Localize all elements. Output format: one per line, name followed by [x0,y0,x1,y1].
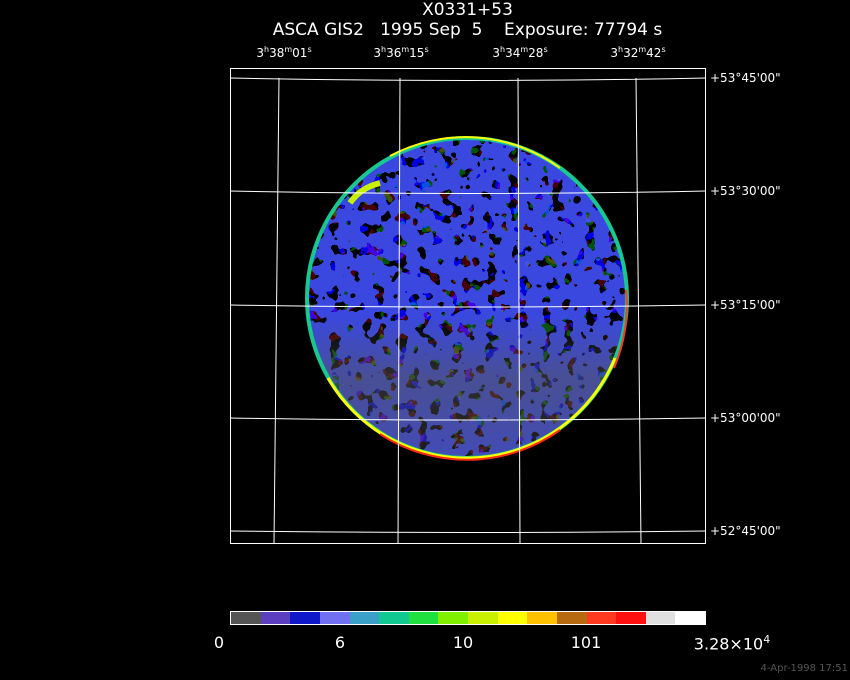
colorbar [230,611,706,625]
colorbar-swatch [497,612,528,624]
colorbar-swatch [527,612,557,624]
bright-patch [347,180,381,205]
rim-bright-arc [326,357,617,460]
ra-tick-label: 3h36m15s [373,45,429,60]
field-of-view [306,137,628,459]
rim-hot-arc [379,429,561,461]
xray-image [230,77,706,544]
colorbar-swatch [586,612,617,624]
colorbar-label: 6 [334,633,346,652]
colorbar-label-min: 0 [213,633,225,652]
dec-tick-label: +53°15'00" [710,298,781,312]
colorbar-swatch [616,612,646,624]
colorbar-swatch [438,612,468,624]
dec-tick-label: +53°45'00" [710,71,781,85]
colorbar-swatch [319,612,350,624]
image-title: X0331+53 [422,0,513,20]
ra-tick-label: 3h38m01s [256,45,312,60]
colorbar-swatch [379,612,409,624]
rim-bright-arc-top [389,136,561,169]
timestamp: 4-Apr-1998 17:51 [760,663,848,674]
image-frame [230,68,706,544]
colorbar-swatch [290,612,320,624]
rim-hot-arc-right [613,289,628,369]
colorbar-label: 101 [570,633,602,652]
image-subtitle: ASCA GIS2 1995 Sep 5 Exposure: 77794 s [272,20,663,40]
colorbar-swatch [675,612,705,624]
colorbar-label-max: 3.28×104 [693,633,771,654]
colorbar-swatch [231,612,261,624]
ra-tick-label: 3h32m42s [610,45,666,60]
colorbar-swatch [468,612,498,624]
colorbar-swatch [349,612,380,624]
colorbar-label: 10 [452,633,474,652]
dec-tick-label: +52°45'00" [710,524,781,538]
ra-tick-label: 3h34m28s [492,45,548,60]
dec-tick-label: +53°00'00" [710,411,781,425]
dec-tick-label: +53°30'00" [710,184,781,198]
colorbar-swatch [260,612,291,624]
colorbar-swatch [556,612,587,624]
coordinate-grid [230,77,706,544]
colorbar-swatch [645,612,676,624]
colorbar-swatch [408,612,439,624]
